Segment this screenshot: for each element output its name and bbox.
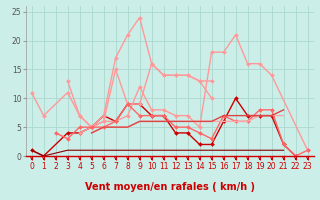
X-axis label: Vent moyen/en rafales ( km/h ): Vent moyen/en rafales ( km/h ) [84, 182, 255, 192]
